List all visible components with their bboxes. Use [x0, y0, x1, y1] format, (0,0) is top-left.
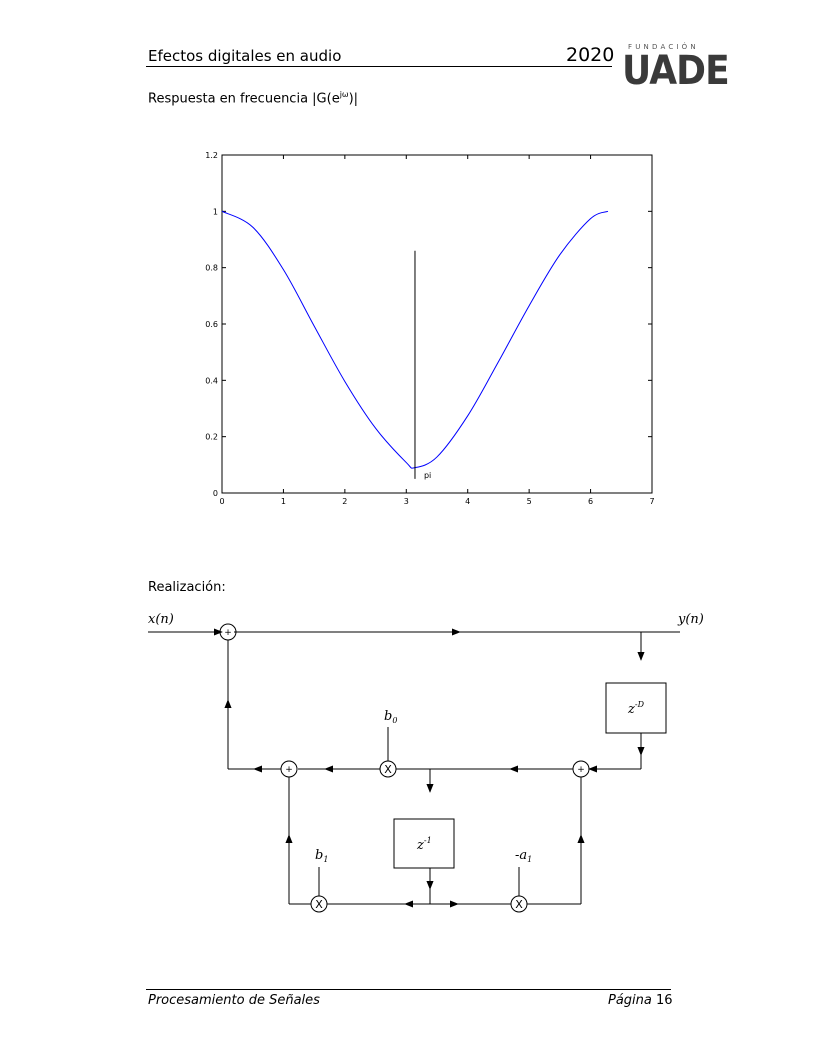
- coef-a1-label: -a1: [515, 848, 532, 864]
- input-label: x(n): [148, 612, 174, 627]
- y-tick-label-3: 0.6: [205, 320, 218, 329]
- block-diagram: + + + X X X x(n) y(n) z-D z-1 b0 b1 -a1: [148, 612, 704, 913]
- header-rule: [146, 66, 612, 67]
- y-tick-label-2: 0.4: [205, 376, 218, 385]
- x-tick-label-2: 2: [342, 497, 347, 506]
- sum-symbol-top: +: [224, 628, 232, 638]
- pi-marker-label: pi: [424, 471, 431, 480]
- header-year: 2020: [566, 44, 615, 66]
- y-tick-label-0: 0: [213, 489, 218, 498]
- mult-symbol-b0: X: [384, 763, 392, 776]
- delay-main-label: z-D: [627, 700, 645, 717]
- plot-frame: [221, 154, 653, 494]
- sum-symbol-left: +: [285, 765, 293, 775]
- sum-node-top: [219, 623, 237, 641]
- y-tick-label-1: 0.2: [205, 433, 218, 442]
- x-tick-label-4: 4: [465, 497, 470, 506]
- uade-logo: UADE: [622, 48, 730, 94]
- footer-rule: [146, 989, 671, 990]
- frequency-response-heading: Respuesta en frecuencia |G(ejω)|: [148, 90, 359, 107]
- y-tick-label-6: 1.2: [205, 151, 218, 160]
- mult-symbol-a1: X: [515, 898, 523, 911]
- x-tick-label-3: 3: [404, 497, 409, 506]
- y-tick-label-4: 0.8: [205, 264, 218, 273]
- delay-unit-label: z-1: [416, 836, 432, 853]
- realization-heading: Realización:: [148, 580, 226, 595]
- logo-caption: FUNDACIÓN: [628, 43, 699, 51]
- header-title: Efectos digitales en audio: [148, 47, 342, 65]
- coef-b1-label: b1: [315, 848, 328, 864]
- x-tick-label-6: 6: [588, 497, 593, 506]
- footer-course: Procesamiento de Señales: [148, 993, 320, 1008]
- coef-b0-label: b0: [384, 709, 397, 725]
- x-tick-label-5: 5: [527, 497, 532, 506]
- x-tick-label-7: 7: [649, 497, 654, 506]
- y-tick-label-5: 1: [213, 207, 218, 216]
- footer-page: Página 16: [608, 993, 673, 1008]
- sum-symbol-right: +: [577, 765, 585, 775]
- delay-block-unit: [393, 818, 455, 869]
- x-tick-label-0: 0: [219, 497, 224, 506]
- delay-block-main: [605, 682, 667, 734]
- x-tick-label-1: 1: [281, 497, 286, 506]
- frequency-response-chart: 0 1 2 3 4 5 6 7 0 0.2 0.4 0.6 0.8 1 1.2 pi: [205, 151, 654, 506]
- mult-symbol-b1: X: [315, 898, 323, 911]
- output-label: y(n): [677, 612, 704, 627]
